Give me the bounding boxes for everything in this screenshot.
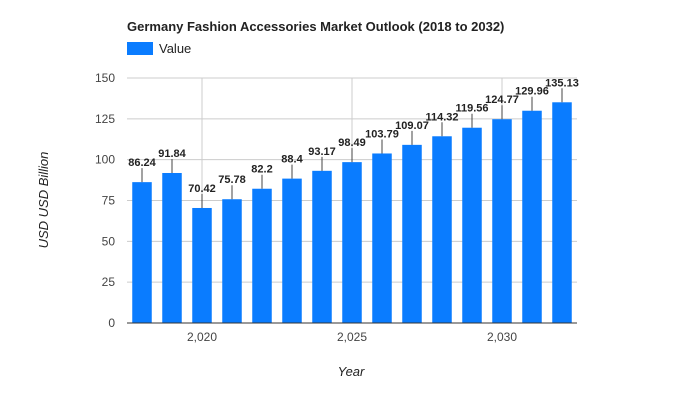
- chart-title: Germany Fashion Accessories Market Outlo…: [127, 19, 505, 34]
- bar: [492, 119, 512, 323]
- bar: [312, 170, 332, 323]
- y-tick-label: 0: [108, 316, 115, 330]
- bar: [252, 188, 272, 323]
- data-label-layer: 86.2491.8470.4275.7882.288.493.1798.4910…: [128, 77, 579, 208]
- bar: [282, 178, 302, 323]
- data-label: 135.13: [545, 77, 579, 89]
- bar: [162, 172, 182, 323]
- x-tick-label: 2,025: [337, 330, 367, 344]
- legend-label: Value: [159, 40, 192, 56]
- bar: [132, 182, 152, 323]
- data-label: 129.96: [515, 86, 549, 98]
- y-axis-title: USD USD Billion: [36, 152, 51, 249]
- data-label: 98.49: [338, 137, 366, 149]
- legend-swatch: [127, 41, 153, 55]
- bar: [462, 127, 482, 324]
- data-label: 103.79: [365, 128, 399, 140]
- bar: [222, 199, 242, 323]
- legend: Value: [127, 40, 191, 56]
- data-label: 82.2: [251, 164, 272, 176]
- bar: [192, 207, 212, 323]
- y-tick-label: 50: [102, 234, 116, 248]
- bar: [372, 153, 392, 323]
- x-tick-label: 2,020: [187, 330, 217, 344]
- data-label: 70.42: [188, 183, 216, 195]
- data-label: 91.84: [158, 148, 186, 160]
- y-tick-label: 25: [102, 275, 116, 289]
- bar: [552, 102, 572, 324]
- data-label: 124.77: [485, 94, 519, 106]
- bar: [522, 110, 542, 324]
- data-label: 93.17: [308, 146, 336, 158]
- axis-layer: 0 25 50 75 100 125 150 2,020 2,025 2,030: [95, 71, 577, 344]
- bar: [432, 136, 452, 323]
- data-label: 109.07: [395, 120, 429, 132]
- y-tick-label: 75: [102, 194, 116, 208]
- data-label: 86.24: [128, 157, 156, 169]
- bar: [402, 144, 422, 323]
- data-label: 114.32: [425, 111, 458, 123]
- y-tick-label: 125: [95, 112, 115, 126]
- y-tick-label: 150: [95, 71, 115, 85]
- bar: [342, 162, 362, 323]
- data-label: 119.56: [455, 103, 488, 115]
- x-tick-label: 2,030: [487, 330, 517, 344]
- y-tick-label: 100: [95, 153, 115, 167]
- data-label: 75.78: [218, 174, 246, 186]
- data-label: 88.4: [281, 154, 303, 166]
- x-axis-title: Year: [338, 364, 365, 379]
- bar-layer: [132, 102, 572, 324]
